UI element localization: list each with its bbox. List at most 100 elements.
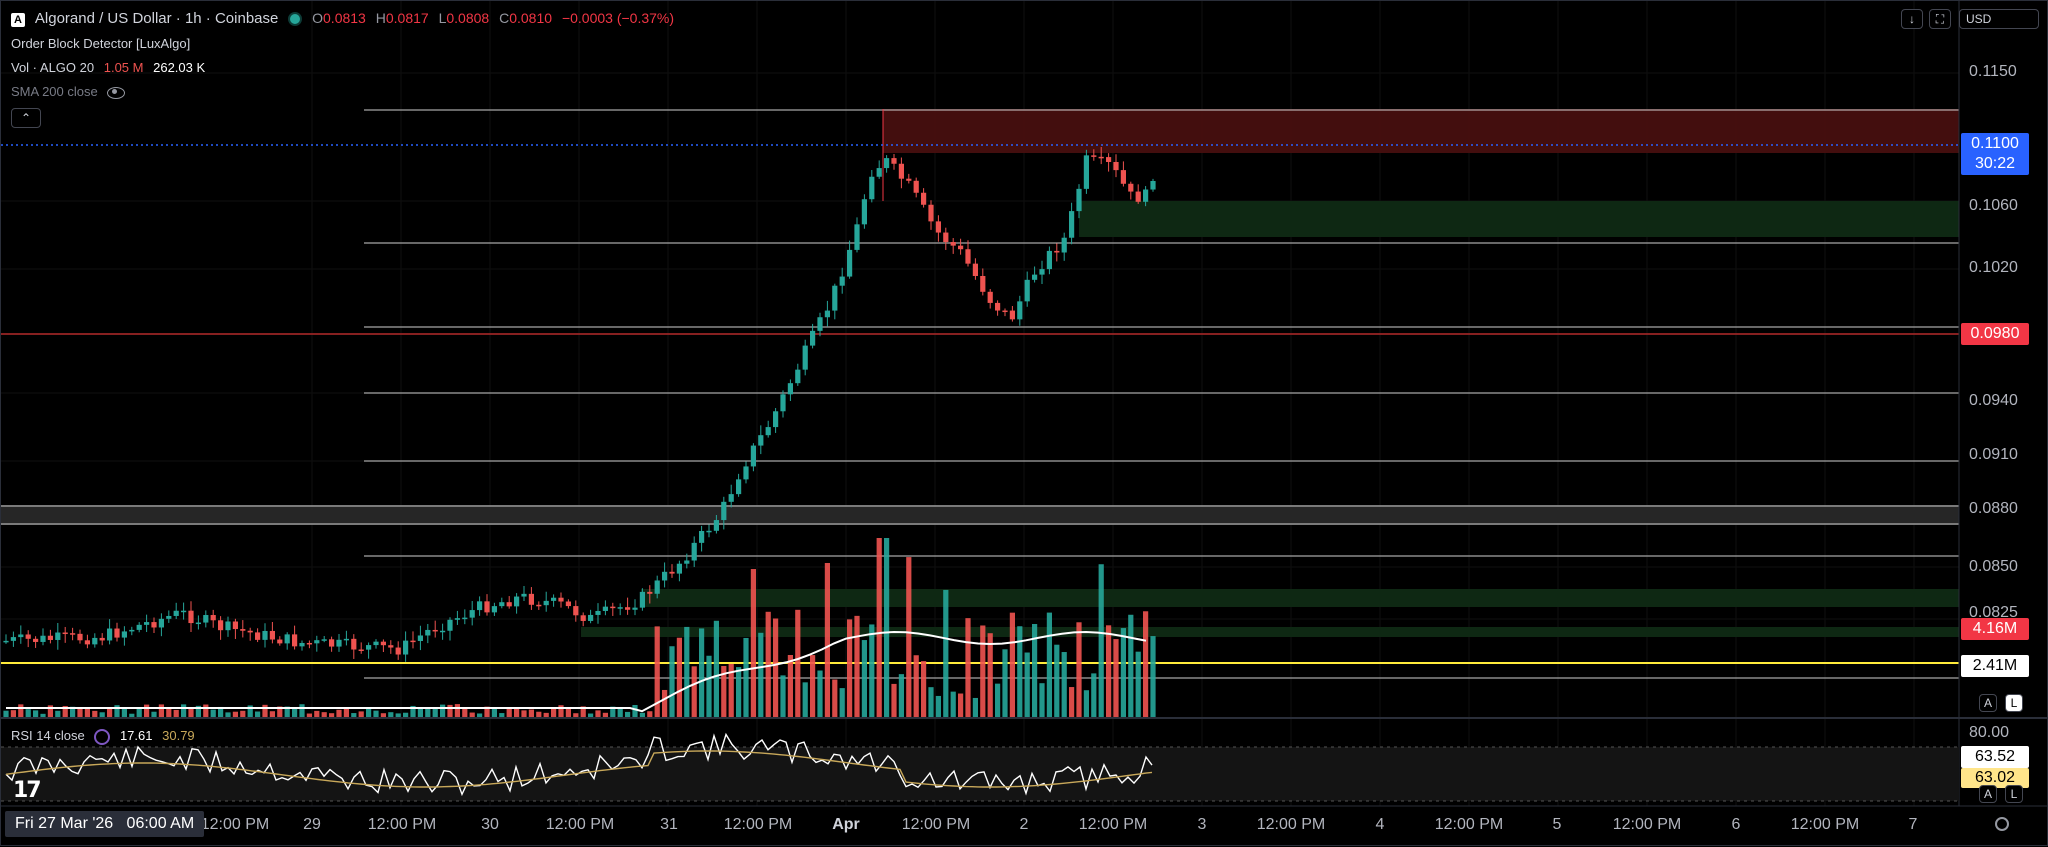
download-button[interactable]: ↓ <box>1901 9 1923 29</box>
candle-body <box>491 606 497 613</box>
candle-body <box>255 632 261 640</box>
candle-body <box>573 606 579 616</box>
volume-bar <box>188 707 194 718</box>
volume-bar <box>262 704 268 718</box>
time-label-19: 7 <box>1908 816 1918 833</box>
volume-bar <box>898 674 904 718</box>
volume-bar <box>617 707 623 718</box>
log-scale-button[interactable]: L <box>2005 694 2023 712</box>
candle-body <box>462 617 468 620</box>
volume-bar <box>40 713 46 718</box>
rsi-settings-icon[interactable] <box>94 728 111 745</box>
candle-body <box>336 639 342 647</box>
settings-gear-icon[interactable] <box>1995 817 2009 831</box>
rsi-value-tag: 63.52 <box>1961 746 2029 768</box>
volume-ma-line <box>6 630 1147 713</box>
candle-body <box>314 640 320 644</box>
volume-bar <box>958 693 964 718</box>
volume-bar <box>810 655 816 718</box>
candle-body <box>854 224 860 250</box>
volume-bar <box>121 708 127 718</box>
hidden-eye-icon[interactable] <box>107 86 126 99</box>
candle-body <box>876 168 882 177</box>
volume-bar <box>373 710 379 718</box>
volume-bar <box>306 713 312 718</box>
volume-bar <box>1135 651 1141 718</box>
volume-legend[interactable]: Vol · ALGO 20 1.05 M 262.03 K <box>11 60 211 75</box>
fullscreen-button[interactable]: ⛶ <box>1929 9 1951 29</box>
rsi-legend[interactable]: RSI 14 close 17.61 30.79 <box>11 728 201 745</box>
volume-sma-tag: 2.41M <box>1961 655 2029 677</box>
candle-body <box>950 242 956 246</box>
candle-body <box>780 394 786 412</box>
auto-scale-button[interactable]: A <box>1979 694 1997 712</box>
candle-body <box>380 641 386 646</box>
candle-body <box>351 638 357 650</box>
candle-body <box>195 622 201 625</box>
crosshair-date: Fri 27 Mar '26 <box>15 815 114 832</box>
candle-body <box>632 607 638 610</box>
volume-bar <box>70 706 76 718</box>
candle-body <box>676 563 682 574</box>
candle-body <box>810 330 816 346</box>
candle-body <box>965 249 971 264</box>
candle-body <box>832 285 838 311</box>
order-block-legend[interactable]: Order Block Detector [LuxAlgo] <box>11 36 196 51</box>
candle-body <box>1054 250 1060 253</box>
candle-body <box>121 631 127 638</box>
volume-bar <box>795 609 801 718</box>
price-label-3: 0.0940 <box>1969 392 2018 409</box>
collapse-legend-button[interactable]: ⌃ <box>11 108 41 128</box>
candle-body <box>706 530 712 533</box>
volume-bar <box>292 707 298 718</box>
candle-body <box>358 649 364 652</box>
crosshair-time: 06:00 AM <box>126 815 195 832</box>
candle-body <box>84 640 90 645</box>
candle-body <box>277 639 283 644</box>
candle-body <box>1083 155 1089 189</box>
volume-bar <box>1009 612 1015 718</box>
candle-body <box>247 630 253 633</box>
volume-bar <box>491 707 497 718</box>
currency-select[interactable]: USD <box>1959 9 2039 29</box>
candle-body <box>847 249 853 277</box>
candle-body <box>144 622 150 625</box>
volume-bar <box>1150 636 1156 718</box>
volume-bar <box>536 711 542 718</box>
volume-bar <box>521 710 527 718</box>
candle-body <box>610 606 616 609</box>
volume-bar <box>1091 673 1097 718</box>
rsi-value-2: 30.79 <box>162 728 195 743</box>
rsi-log-button[interactable]: L <box>2005 785 2023 803</box>
volume-bar <box>780 675 786 718</box>
tradingview-logo-icon[interactable]: 17 <box>13 778 42 803</box>
volume-bar <box>284 706 290 718</box>
volume-bar <box>240 710 246 718</box>
candle-body <box>1024 279 1030 302</box>
candle-body <box>1009 310 1015 320</box>
volume-bar <box>551 708 557 718</box>
sma-legend[interactable]: SMA 200 close <box>11 84 131 99</box>
volume-bar <box>573 713 579 718</box>
candle-body <box>506 602 512 607</box>
candle-body <box>3 640 9 643</box>
candle-body <box>1106 157 1112 162</box>
ohlc-low: 0.0808 <box>446 10 490 26</box>
volume-bar <box>1039 683 1045 718</box>
candle-body <box>1032 274 1038 280</box>
candle-body <box>25 634 31 639</box>
volume-bar <box>366 708 372 718</box>
volume-bar <box>847 619 853 718</box>
volume-bar <box>343 707 349 718</box>
volume-bar <box>395 713 401 718</box>
volume-bar <box>854 615 860 718</box>
symbol-title[interactable]: Algorand / US Dollar · 1h · Coinbase <box>34 10 279 27</box>
candle-body <box>528 593 534 605</box>
candle-body <box>10 637 16 641</box>
bullish-order-block-low <box>641 589 1959 607</box>
volume-bar <box>92 710 98 718</box>
rsi-auto-button[interactable]: A <box>1979 785 1997 803</box>
volume-bar <box>417 708 423 718</box>
